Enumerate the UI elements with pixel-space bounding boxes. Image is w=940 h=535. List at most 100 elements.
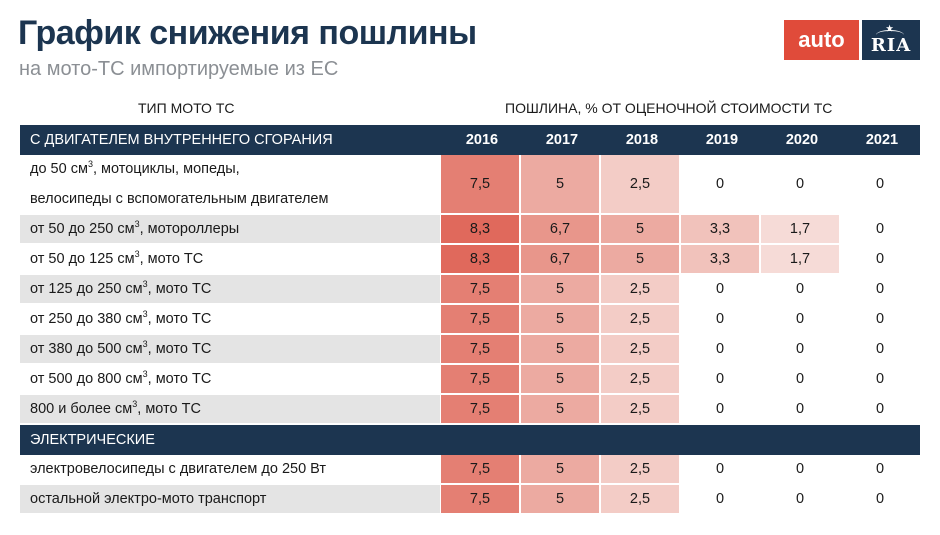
year-header: 2018 — [625, 132, 659, 148]
row-label: от 50 до 125 см3, мото ТС — [30, 249, 204, 267]
row-label: от 250 до 380 см3, мото ТС — [30, 309, 212, 327]
section-title-electric: ЭЛЕКТРИЧЕСКИЕ — [30, 432, 155, 448]
duty-value-cell: 5 — [601, 245, 679, 273]
table-row: до 50 см3, мотоциклы, мопеды, велосипеды … — [20, 155, 920, 213]
table-row: остальной электро-мото транспорт 7,5 5 2,5 0… — [20, 485, 920, 513]
section-bar-ice: С ДВИГАТЕЛЕМ ВНУТРЕННЕГО СГОРАНИЯ 2016 2… — [20, 125, 920, 155]
duty-value-cell: 1,7 — [761, 245, 839, 273]
section-bar-electric: ЭЛЕКТРИЧЕСКИЕ — [20, 425, 920, 455]
duty-value-cell: 0 — [795, 401, 805, 417]
duty-value-cell: 0 — [715, 491, 725, 507]
year-header: 2019 — [705, 132, 739, 148]
duty-value-cell: 5 — [521, 305, 599, 333]
duty-value-cell: 3,3 — [681, 245, 759, 273]
row-label: от 380 до 500 см3, мото ТС — [20, 335, 440, 363]
duty-value-cell: 5 — [521, 155, 599, 213]
row-label: от 500 до 800 см3, мото ТС — [30, 369, 212, 387]
duty-value-cell: 0 — [715, 401, 725, 417]
duty-value-cell: 5 — [601, 215, 679, 243]
duty-value-cell: 5 — [521, 455, 599, 483]
duty-value-cell: 0 — [715, 281, 725, 297]
table-row: от 250 до 380 см3, мото ТС 7,5 5 2,5 0 0 0 — [20, 305, 920, 333]
autoria-logo: auto ★ RIA — [784, 20, 920, 60]
duty-value-cell: 0 — [715, 311, 725, 327]
row-label: 800 и более см3, мото ТС — [20, 395, 440, 423]
duty-value-cell: 0 — [795, 461, 805, 477]
duty-value-cell: 0 — [715, 176, 725, 192]
duty-value-cell: 7,5 — [441, 155, 519, 213]
duty-value-cell: 0 — [795, 491, 805, 507]
duty-value-cell: 0 — [875, 341, 885, 357]
duty-value-cell: 2,5 — [601, 155, 679, 213]
year-header: 2017 — [545, 132, 579, 148]
duty-value-cell: 7,5 — [441, 485, 519, 513]
duty-value-cell: 0 — [795, 176, 805, 192]
duty-value-cell: 2,5 — [601, 305, 679, 333]
duty-value-cell: 0 — [875, 371, 885, 387]
duty-value-cell: 0 — [875, 461, 885, 477]
duty-value-cell: 7,5 — [441, 305, 519, 333]
row-label-line: велосипеды с вспомогательным двигателем — [30, 191, 329, 207]
duty-value-cell: 0 — [875, 311, 885, 327]
duty-value-cell: 5 — [521, 485, 599, 513]
duty-value-cell: 5 — [521, 395, 599, 423]
duty-value-cell: 3,3 — [681, 215, 759, 243]
logo-arc-icon — [876, 30, 904, 40]
duty-value-cell: 6,7 — [521, 215, 599, 243]
year-header: 2020 — [785, 132, 819, 148]
duty-column-header: ПОШЛИНА, % ОТ ОЦЕНОЧНОЙ СТОИМОСТИ ТС — [505, 100, 833, 116]
duty-value-cell: 2,5 — [601, 455, 679, 483]
row-label: электровелосипеды с двигателем до 250 Вт — [30, 461, 326, 477]
duty-value-cell: 2,5 — [601, 485, 679, 513]
duty-value-cell: 0 — [795, 311, 805, 327]
row-label: от 125 до 250 см3, мото ТС — [20, 275, 440, 303]
table-row: от 50 до 125 см3, мото ТС 8,3 6,7 5 3,3 1,7 0 — [20, 245, 920, 273]
duty-value-cell: 0 — [875, 491, 885, 507]
duty-value-cell: 7,5 — [441, 335, 519, 363]
duty-value-cell: 0 — [715, 371, 725, 387]
page-subtitle: на мото-ТС импортируемые из ЕС — [19, 58, 339, 80]
duty-value-cell: 0 — [875, 281, 885, 297]
duty-value-cell: 2,5 — [601, 335, 679, 363]
duty-value-cell: 0 — [795, 341, 805, 357]
duty-value-cell: 0 — [875, 251, 885, 267]
duty-value-cell: 2,5 — [601, 275, 679, 303]
table-row: от 125 до 250 см3, мото ТС 7,5 5 2,5 0 0 0 — [20, 275, 920, 303]
table-row: электровелосипеды с двигателем до 250 Вт… — [20, 455, 920, 483]
table-row: от 50 до 250 см3, мотороллеры 8,3 6,7 5 3,3 1… — [20, 215, 920, 243]
duty-value-cell: 0 — [875, 221, 885, 237]
year-header: 2016 — [465, 132, 499, 148]
duty-value-cell: 5 — [521, 335, 599, 363]
duty-value-cell: 5 — [521, 275, 599, 303]
section-title-ice: С ДВИГАТЕЛЕМ ВНУТРЕННЕГО СГОРАНИЯ — [30, 132, 333, 148]
duty-value-cell: 7,5 — [441, 365, 519, 393]
year-header: 2021 — [865, 132, 899, 148]
duty-value-cell: 7,5 — [441, 275, 519, 303]
duty-value-cell: 7,5 — [441, 395, 519, 423]
duty-value-cell: 8,3 — [441, 215, 519, 243]
duty-value-cell: 5 — [521, 365, 599, 393]
page-title: График снижения пошлины — [18, 14, 477, 52]
duty-value-cell: 1,7 — [761, 215, 839, 243]
table-row: 800 и более см3, мото ТС 7,5 5 2,5 0 0 0 — [20, 395, 920, 423]
row-label: остальной электро-мото транспорт — [20, 485, 440, 513]
duty-value-cell: 8,3 — [441, 245, 519, 273]
duty-value-cell: 2,5 — [601, 395, 679, 423]
row-label-line: до 50 см3, мотоциклы, мопеды, — [30, 159, 240, 177]
duty-value-cell: 0 — [875, 176, 885, 192]
logo-ria: ★ RIA — [862, 20, 920, 60]
type-column-header: ТИП МОТО ТС — [138, 100, 235, 116]
duty-value-cell: 0 — [795, 371, 805, 387]
table-row: от 380 до 500 см3, мото ТС 7,5 5 2,5 0 0 0 — [20, 335, 920, 363]
duty-value-cell: 6,7 — [521, 245, 599, 273]
row-label: до 50 см3, мотоциклы, мопеды, велосипеды … — [20, 155, 440, 213]
logo-auto: auto — [784, 20, 859, 60]
duty-value-cell: 0 — [795, 281, 805, 297]
duty-value-cell: 0 — [715, 461, 725, 477]
duty-value-cell: 7,5 — [441, 455, 519, 483]
star-icon: ★ — [886, 23, 894, 33]
row-label: от 50 до 250 см3, мотороллеры — [20, 215, 440, 243]
duty-value-cell: 2,5 — [601, 365, 679, 393]
duty-value-cell: 0 — [875, 401, 885, 417]
duty-value-cell: 0 — [715, 341, 725, 357]
